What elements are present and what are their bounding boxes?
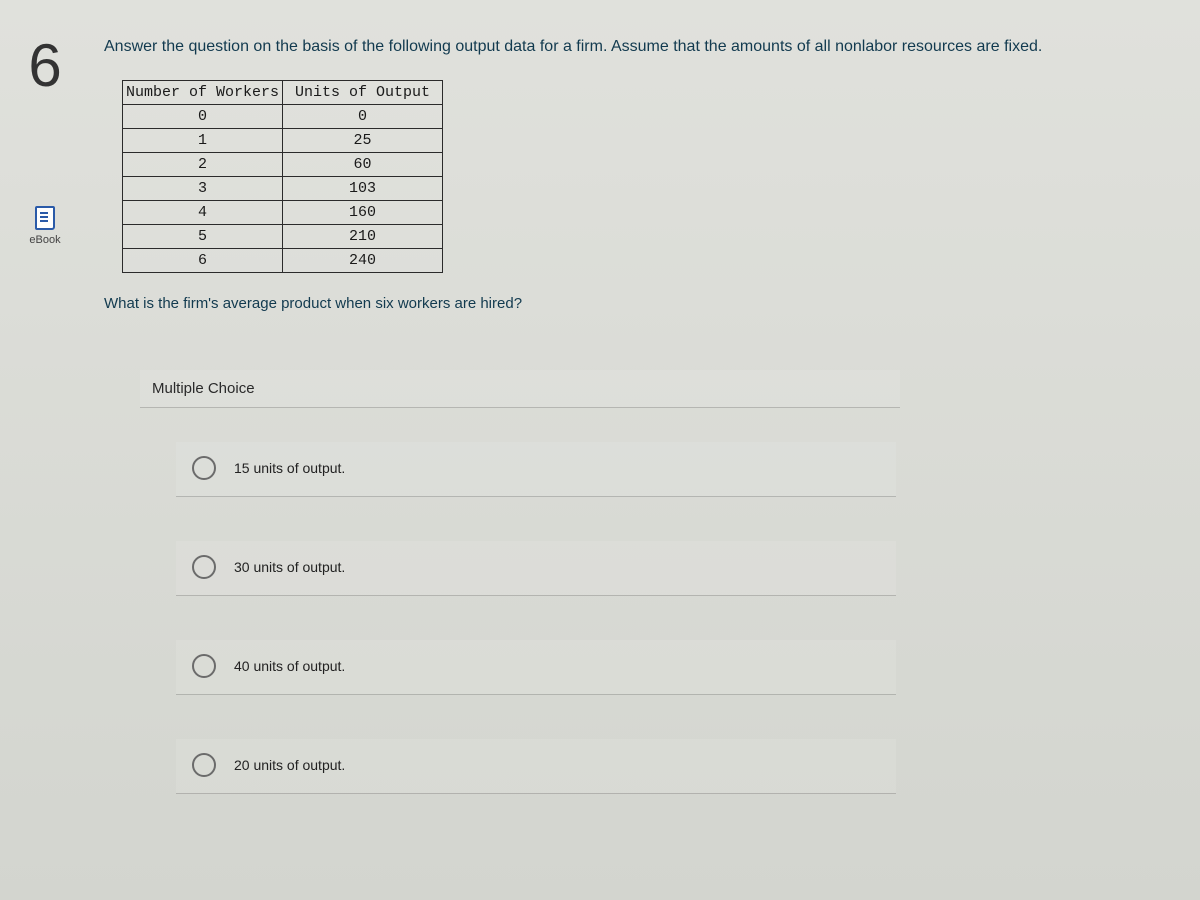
answer-option-label: 20 units of output. [234, 757, 345, 773]
question-content: Answer the question on the basis of the … [90, 0, 1200, 900]
sidebar: 6 eBook [0, 0, 90, 900]
table-row: 5 210 [123, 225, 443, 249]
table-cell: 3 [123, 177, 283, 201]
output-data-table: Number of Workers Units of Output 0 0 1 … [122, 80, 443, 273]
question-page: 6 eBook Answer the question on the basis… [0, 0, 1200, 900]
table-cell: 5 [123, 225, 283, 249]
sub-question: What is the firm's average product when … [104, 295, 1176, 312]
table-cell: 2 [123, 153, 283, 177]
question-number: 6 [28, 36, 61, 96]
table-cell: 60 [283, 153, 443, 177]
table-row: 3 103 [123, 177, 443, 201]
answer-option[interactable]: 30 units of output. [176, 541, 896, 596]
table-row: 0 0 [123, 105, 443, 129]
table-row: 1 25 [123, 129, 443, 153]
table-body: 0 0 1 25 2 60 3 103 [123, 105, 443, 273]
radio-icon [192, 456, 216, 480]
table-header-cell: Units of Output [283, 81, 443, 105]
ebook-icon [35, 206, 55, 230]
table-header-row: Number of Workers Units of Output [123, 81, 443, 105]
table-cell: 0 [123, 105, 283, 129]
table-row: 4 160 [123, 201, 443, 225]
answer-option-label: 40 units of output. [234, 658, 345, 674]
table-cell: 210 [283, 225, 443, 249]
table-cell: 25 [283, 129, 443, 153]
table-row: 2 60 [123, 153, 443, 177]
question-prompt: Answer the question on the basis of the … [104, 38, 1176, 56]
table-cell: 6 [123, 249, 283, 273]
multiple-choice-heading: Multiple Choice [140, 370, 900, 408]
answer-option[interactable]: 20 units of output. [176, 739, 896, 794]
table-cell: 103 [283, 177, 443, 201]
table-cell: 1 [123, 129, 283, 153]
answer-option[interactable]: 15 units of output. [176, 442, 896, 497]
answer-option-label: 15 units of output. [234, 460, 345, 476]
table-cell: 160 [283, 201, 443, 225]
ebook-label: eBook [29, 234, 60, 246]
answer-option[interactable]: 40 units of output. [176, 640, 896, 695]
multiple-choice-section: Multiple Choice 15 units of output. 30 u… [140, 370, 1176, 794]
radio-icon [192, 753, 216, 777]
ebook-link[interactable]: eBook [29, 206, 60, 246]
radio-icon [192, 654, 216, 678]
table-header-cell: Number of Workers [123, 81, 283, 105]
table-row: 6 240 [123, 249, 443, 273]
answer-choices: 15 units of output. 30 units of output. … [176, 442, 1176, 794]
data-table-wrap: Number of Workers Units of Output 0 0 1 … [122, 80, 1176, 273]
table-cell: 240 [283, 249, 443, 273]
table-cell: 0 [283, 105, 443, 129]
answer-option-label: 30 units of output. [234, 559, 345, 575]
radio-icon [192, 555, 216, 579]
table-cell: 4 [123, 201, 283, 225]
